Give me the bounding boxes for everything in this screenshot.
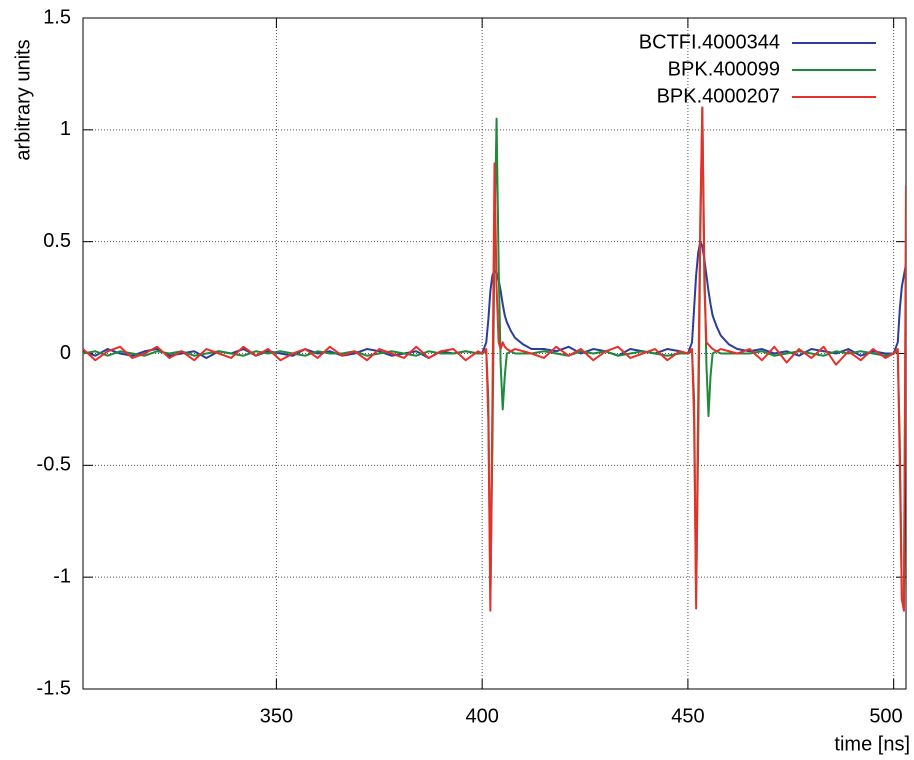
series-line <box>83 106 906 601</box>
y-tick-label: 0 <box>60 342 71 364</box>
x-tick-label: 400 <box>465 705 498 727</box>
series-line <box>83 106 906 612</box>
y-tick-label: 1.5 <box>43 6 71 28</box>
y-tick-label: 1 <box>60 118 71 140</box>
x-tick-label: 500 <box>869 705 902 727</box>
y-tick-label: -1 <box>53 565 71 587</box>
x-tick-label: 350 <box>260 705 293 727</box>
y-axis-label: arbitrary units <box>12 39 34 160</box>
legend-label: BPK.400099 <box>668 58 780 80</box>
legend-label: BCTFI.4000344 <box>639 31 780 53</box>
y-tick-label: -1.5 <box>37 677 71 699</box>
x-axis-label: time [ns] <box>834 733 910 755</box>
legend-label: BPK.4000207 <box>657 85 780 107</box>
y-tick-label: -0.5 <box>37 454 71 476</box>
x-tick-label: 450 <box>671 705 704 727</box>
y-tick-label: 0.5 <box>43 230 71 252</box>
